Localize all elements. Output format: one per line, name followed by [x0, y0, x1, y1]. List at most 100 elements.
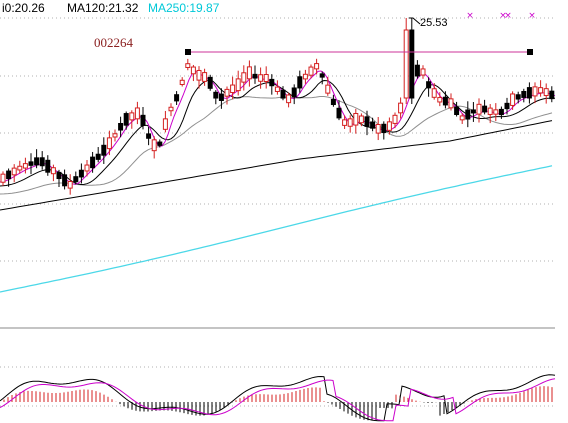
candle-88 [493, 103, 499, 122]
candle-body-56 [314, 63, 320, 70]
peak-pointer [409, 17, 421, 25]
legend-ma-short: i0:20.26 [2, 1, 45, 15]
candle-body-17 [95, 153, 101, 160]
candle-52 [291, 84, 297, 105]
candle-34 [190, 64, 196, 82]
candle-98 [549, 86, 555, 103]
candle-body-53 [297, 76, 303, 89]
top-marker-2: × [504, 11, 512, 21]
candle-body-80 [448, 98, 454, 109]
candle-16 [90, 151, 96, 173]
candle-94 [526, 82, 532, 104]
candle-body-75 [420, 68, 426, 76]
legend-ma250: MA250:19.87 [148, 1, 220, 15]
candle-86 [482, 99, 488, 115]
candle-0 [0, 171, 6, 186]
candle-19 [106, 130, 112, 156]
top-markers: × ×× × [466, 11, 536, 21]
candle-6 [34, 149, 40, 169]
candle-body-48 [269, 78, 275, 87]
candle-42 [235, 70, 241, 96]
candle-body-10 [56, 171, 62, 180]
candle-body-76 [426, 81, 432, 89]
candle-body-67 [375, 124, 381, 134]
candle-8 [45, 155, 51, 176]
candle-20 [112, 129, 118, 142]
candle-81 [454, 101, 460, 117]
candle-body-41 [230, 84, 236, 94]
candle-76 [426, 77, 432, 97]
candle-body-69 [386, 121, 392, 131]
candle-18 [101, 137, 107, 164]
candle-90 [504, 97, 510, 115]
candle-35 [196, 66, 202, 89]
candle-53 [297, 70, 303, 93]
top-marker-0: × [466, 11, 474, 21]
candle-body-54 [302, 73, 308, 80]
candle-body-73 [409, 29, 415, 99]
candle-57 [319, 71, 325, 85]
candle-body-2 [11, 167, 17, 176]
candle-body-82 [459, 115, 465, 121]
candle-body-57 [319, 73, 325, 78]
candle-60 [336, 100, 342, 121]
candle-body-12 [67, 180, 73, 189]
candle-body-37 [207, 76, 213, 89]
candle-body-6 [34, 157, 40, 166]
candle-body-32 [179, 79, 185, 86]
candle-73 [409, 18, 415, 104]
candle-body-49 [274, 86, 280, 92]
candle-body-39 [218, 93, 224, 101]
candle-70 [392, 112, 398, 129]
candle-71 [398, 97, 404, 119]
candle-38 [213, 90, 219, 105]
candle-82 [459, 113, 465, 124]
candle-40 [224, 86, 230, 105]
candle-74 [414, 60, 420, 79]
candle-body-38 [213, 91, 219, 99]
candle-body-64 [358, 115, 364, 124]
candle-body-91 [510, 93, 516, 106]
candle-46 [258, 67, 264, 89]
candle-body-5 [28, 161, 34, 166]
candle-49 [274, 80, 280, 95]
candle-body-84 [470, 109, 476, 114]
candle-9 [50, 164, 56, 182]
candle-93 [521, 88, 527, 103]
candle-21 [118, 116, 124, 138]
candle-body-88 [493, 109, 499, 115]
candle-body-85 [476, 103, 482, 115]
candle-15 [84, 159, 90, 177]
candle-body-24 [134, 107, 140, 120]
candle-64 [358, 113, 364, 127]
candle-body-27 [151, 139, 157, 152]
candle-25 [140, 107, 146, 130]
candle-43 [241, 65, 247, 91]
candle-17 [95, 147, 101, 163]
candle-50 [280, 86, 286, 101]
ma250-line [0, 165, 553, 293]
candle-body-81 [454, 106, 460, 115]
candle-87 [487, 104, 493, 124]
candle-28 [157, 139, 163, 148]
candle-body-87 [487, 107, 493, 115]
candle-body-36 [202, 72, 208, 82]
candle-body-94 [526, 87, 532, 99]
candle-body-40 [224, 88, 230, 97]
candle-89 [498, 106, 504, 119]
candle-85 [476, 98, 482, 123]
candle-63 [353, 108, 359, 134]
candle-body-51 [286, 94, 292, 104]
candle-body-50 [280, 89, 286, 99]
candle-83 [465, 101, 471, 128]
candle-41 [230, 76, 236, 100]
candle-31 [174, 91, 180, 105]
candle-body-13 [73, 176, 79, 183]
candle-22 [123, 111, 129, 130]
candle-body-9 [50, 167, 56, 175]
candle-27 [151, 136, 157, 159]
candle-body-29 [162, 118, 168, 130]
candle-36 [202, 68, 208, 86]
candle-54 [302, 69, 308, 84]
candle-body-15 [84, 164, 90, 172]
